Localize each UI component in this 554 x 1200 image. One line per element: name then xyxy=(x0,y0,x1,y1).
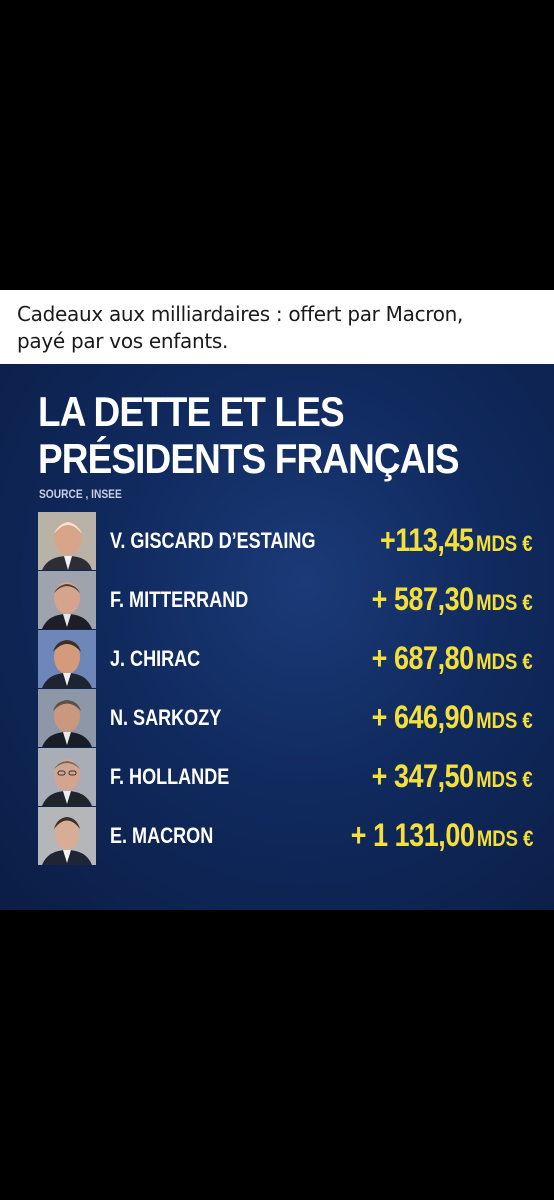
president-row: V. GISCARD D’ESTAING +113,45 MDS € xyxy=(38,512,538,570)
debt-amount-unit: MDS € xyxy=(476,531,533,556)
debt-amount: + 1 131,00 MDS € xyxy=(350,817,533,854)
infographic-title: LA DETTE ET LES PRÉSIDENTS FRANÇAIS xyxy=(38,388,460,482)
debt-amount: +113,45 MDS € xyxy=(381,522,533,559)
caption-line-1: Cadeaux aux milliardaires : offert par M… xyxy=(17,302,464,326)
mitterrand-portrait-icon xyxy=(38,571,96,629)
debt-amount-unit: MDS € xyxy=(476,708,533,733)
president-row: F. HOLLANDE + 347,50 MDS € xyxy=(38,748,538,806)
president-name: V. GISCARD D’ESTAING xyxy=(110,528,316,553)
debt-amount-value: +113,45 xyxy=(380,522,475,558)
debt-amount-unit: MDS € xyxy=(476,826,533,851)
debt-infographic: LA DETTE ET LES PRÉSIDENTS FRANÇAIS SOUR… xyxy=(0,364,554,910)
debt-amount: + 687,80 MDS € xyxy=(372,640,533,677)
title-line-2: PRÉSIDENTS FRANÇAIS xyxy=(38,435,460,482)
debt-amount-value: + 1 131,00 xyxy=(350,817,474,853)
giscard-portrait-icon xyxy=(38,512,96,570)
debt-amount: + 587,30 MDS € xyxy=(372,581,533,618)
president-name: E. MACRON xyxy=(110,823,214,848)
hollande-portrait-icon xyxy=(38,748,96,806)
debt-amount-value: + 587,30 xyxy=(371,581,474,617)
post-caption: Cadeaux aux milliardaires : offert par M… xyxy=(0,290,554,364)
president-name: F. HOLLANDE xyxy=(110,764,230,789)
debt-amount-unit: MDS € xyxy=(476,590,533,615)
caption-line-2: payé par vos enfants. xyxy=(17,329,229,353)
macron-portrait-icon xyxy=(38,807,96,865)
debt-amount: + 347,50 MDS € xyxy=(372,758,533,795)
president-row: E. MACRON + 1 131,00 MDS € xyxy=(38,807,538,865)
source-label: SOURCE , INSEE xyxy=(39,487,122,501)
president-name: F. MITTERRAND xyxy=(110,587,249,612)
debt-amount-unit: MDS € xyxy=(476,767,533,792)
debt-amount-unit: MDS € xyxy=(476,649,533,674)
debt-amount-value: + 687,80 xyxy=(371,640,474,676)
sarkozy-portrait-icon xyxy=(38,689,96,747)
president-name: J. CHIRAC xyxy=(110,646,201,671)
president-row: F. MITTERRAND + 587,30 MDS € xyxy=(38,571,538,629)
president-row: J. CHIRAC + 687,80 MDS € xyxy=(38,630,538,688)
president-row: N. SARKOZY + 646,90 MDS € xyxy=(38,689,538,747)
debt-amount: + 646,90 MDS € xyxy=(372,699,533,736)
title-line-1: LA DETTE ET LES xyxy=(38,388,345,435)
president-name: N. SARKOZY xyxy=(110,705,222,730)
debt-amount-value: + 347,50 xyxy=(371,758,474,794)
debt-amount-value: + 646,90 xyxy=(371,699,474,735)
chirac-portrait-icon xyxy=(38,630,96,688)
